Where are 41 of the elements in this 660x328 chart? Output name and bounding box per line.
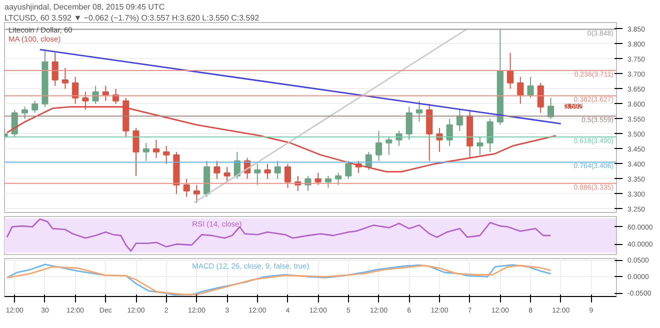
candlestick [436, 127, 443, 152]
annotation: LTCUSD, 60 3.592 ▼ −0.062 (−1.7%) O:3.557 H:3.620 L:3.550 C:3.592 [4, 14, 260, 22]
candlestick [72, 76, 79, 104]
text: aayushjindal, December 08, 2015 09:45 UTC [4, 2, 165, 12]
candlestick [32, 100, 38, 114]
candlestick [214, 160, 220, 180]
candlestick [507, 52, 514, 90]
candlestick [486, 118, 494, 152]
candlestick [163, 145, 170, 164]
candlestick [52, 52, 58, 86]
candlestick [547, 97, 554, 120]
candlestick [224, 166, 230, 182]
candlestick [62, 67, 68, 90]
candlestick [21, 106, 28, 120]
candlestick [314, 172, 322, 186]
candlestick [183, 178, 190, 198]
candlestick [274, 160, 281, 180]
candlestick [456, 109, 463, 132]
candlestick [376, 130, 382, 162]
candlestick [92, 85, 99, 104]
candlestick [537, 82, 544, 114]
candlestick [527, 76, 534, 98]
candlestick [446, 118, 453, 146]
candlestick [406, 106, 412, 140]
candlestick [82, 91, 89, 110]
candlestick [386, 136, 392, 156]
candlestick [264, 163, 271, 180]
candlestick [517, 76, 524, 104]
candlestick [476, 136, 484, 156]
candlestick [102, 85, 109, 102]
candlestick [254, 163, 261, 186]
candlestick [324, 175, 332, 188]
candlestick [345, 160, 352, 180]
candlestick [284, 163, 292, 188]
candlestick [416, 100, 423, 122]
candlestick [193, 184, 200, 204]
candlestick [335, 172, 342, 186]
candlestick [152, 139, 160, 158]
candlestick [132, 127, 140, 176]
candlestick [142, 142, 150, 162]
line-series [6, 106, 557, 172]
